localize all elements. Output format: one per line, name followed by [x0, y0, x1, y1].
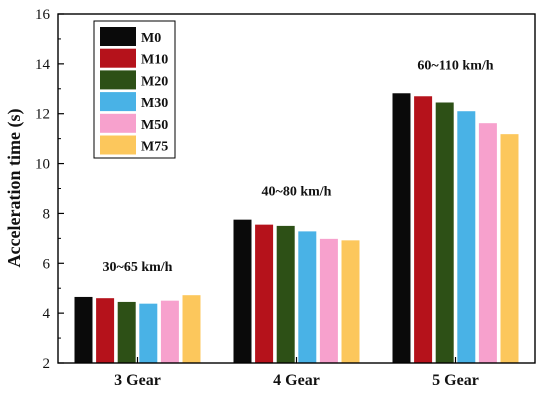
bar-m20-4-gear [276, 225, 295, 363]
legend-swatch-m30 [100, 92, 136, 112]
x-category-label: 5 Gear [432, 372, 479, 389]
y-tick-label: 6 [43, 256, 51, 272]
bar-m75-5-gear [500, 134, 519, 363]
speed-range-annotation: 40~80 km/h [262, 185, 332, 200]
x-category-label: 4 Gear [273, 372, 320, 389]
legend-label-m50: M50 [141, 118, 168, 133]
legend-swatch-m20 [100, 70, 136, 90]
bar-m30-4-gear [298, 231, 317, 363]
axes-layer: 2 4 6 8 10 12 14 16 3 Gear 4 Gear 5 Gear [35, 7, 479, 389]
y-tick-label: 14 [35, 57, 51, 73]
legend-label-m10: M10 [141, 53, 168, 68]
bars-layer [74, 93, 519, 364]
legend-label-m20: M20 [141, 74, 168, 89]
y-tick-label: 16 [35, 7, 51, 23]
legend-swatch-m0 [100, 27, 136, 46]
bar-m50-3-gear [160, 300, 179, 363]
y-axis-label: Acceleration time (s) [4, 109, 25, 268]
y-tick-label: 4 [43, 306, 51, 322]
y-tick-label: 12 [35, 107, 50, 123]
bar-m10-5-gear [414, 96, 433, 363]
y-tick-label: 10 [35, 157, 50, 173]
bar-m75-3-gear [182, 295, 201, 363]
bar-m50-5-gear [478, 123, 497, 364]
legend-swatch-m75 [100, 135, 136, 155]
bar-m10-4-gear [255, 224, 274, 363]
speed-range-annotation: 30~65 km/h [103, 260, 173, 275]
legend-label-m75: M75 [141, 140, 168, 155]
bar-m0-5-gear [392, 93, 411, 363]
speed-range-annotation: 60~110 km/h [417, 58, 493, 73]
bar-m30-5-gear [457, 111, 476, 363]
legend-label-m0: M0 [141, 31, 161, 46]
legend-swatch-m10 [100, 48, 136, 68]
y-tick-label: 8 [43, 206, 51, 222]
bar-m0-4-gear [233, 219, 252, 363]
bar-m20-3-gear [117, 301, 136, 363]
legend-swatch-m50 [100, 113, 136, 133]
bar-m10-3-gear [96, 298, 115, 363]
bar-m30-3-gear [139, 303, 158, 363]
annotation-layer: 30~65 km/h 40~80 km/h 60~110 km/h [103, 58, 494, 275]
legend: M0 M10 M20 M30 M50 M75 [93, 20, 176, 159]
y-tick-label: 2 [43, 356, 51, 372]
bar-m50-4-gear [319, 238, 338, 363]
x-category-label: 3 Gear [114, 372, 161, 389]
bar-m0-3-gear [74, 296, 93, 363]
bar-m75-4-gear [341, 240, 360, 363]
legend-label-m30: M30 [141, 96, 168, 111]
bar-m20-5-gear [435, 102, 454, 363]
